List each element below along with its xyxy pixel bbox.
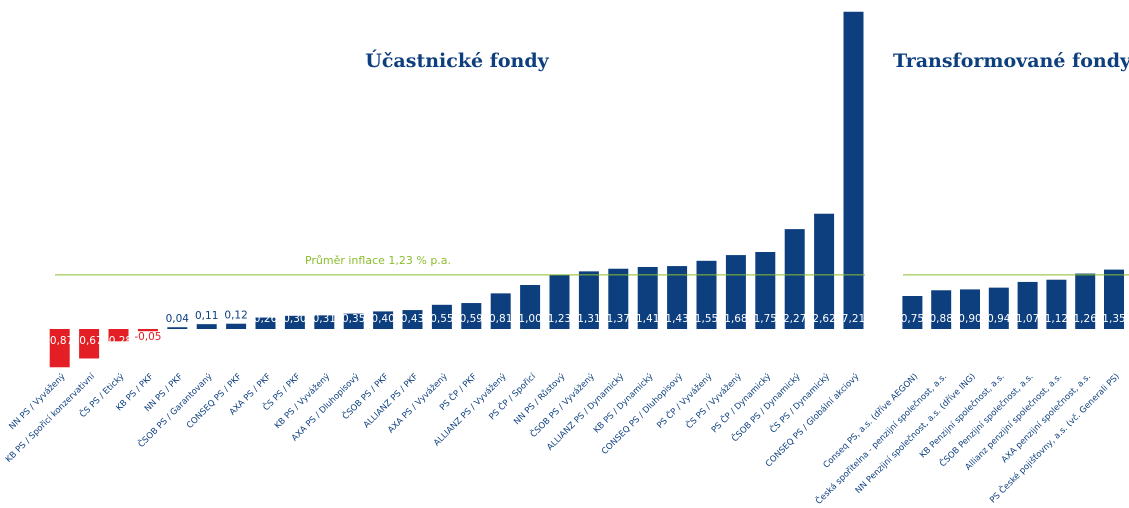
value-label: 1,43 xyxy=(665,313,688,325)
bar xyxy=(902,296,923,329)
bar xyxy=(284,315,305,329)
value-label: 0,43 xyxy=(401,313,424,325)
value-label: 0,55 xyxy=(430,313,453,325)
value-label: 0,88 xyxy=(930,313,953,325)
bar xyxy=(226,323,247,329)
value-label: 0,11 xyxy=(195,310,218,322)
bar xyxy=(490,293,511,329)
x-tick-label: PS České pojišťovny, a.s. (vč. Generali … xyxy=(987,370,1122,505)
value-label: 0,94 xyxy=(987,313,1011,325)
value-label: 2,62 xyxy=(812,313,835,325)
value-label: 0,12 xyxy=(224,310,247,322)
bar xyxy=(931,290,952,329)
bar xyxy=(167,327,188,329)
value-label: 2,27 xyxy=(783,313,806,325)
bar xyxy=(373,311,394,329)
value-label: 0,59 xyxy=(460,313,483,325)
value-label: 0,90 xyxy=(958,313,981,325)
value-label: 1,55 xyxy=(695,313,718,325)
bar xyxy=(814,213,835,329)
value-label: 1,75 xyxy=(754,313,777,325)
bar xyxy=(108,329,129,342)
bar xyxy=(988,287,1009,329)
value-label: 0,75 xyxy=(901,313,924,325)
bar xyxy=(843,11,864,329)
x-tick-label: CONSEQ PS / PKF xyxy=(185,372,244,431)
value-label: 1,23 xyxy=(548,313,571,325)
bar xyxy=(696,260,717,329)
x-tick-label: Česká spořitelna - penzijní společnost, … xyxy=(813,370,949,506)
value-label: 1,31 xyxy=(577,313,600,325)
chart-title: Účastnické fondy xyxy=(365,49,549,72)
value-label: 0,30 xyxy=(283,313,306,325)
bar xyxy=(314,315,335,329)
value-label: 1,12 xyxy=(1045,313,1068,325)
bar xyxy=(461,303,482,329)
bar xyxy=(608,268,629,329)
value-label: 1,35 xyxy=(1102,313,1125,325)
value-label: 0,40 xyxy=(371,313,394,325)
x-tick-label: NN PS / Růstový xyxy=(511,371,567,427)
bar xyxy=(784,229,805,329)
bar xyxy=(402,310,423,329)
value-label: 1,37 xyxy=(607,313,630,325)
bar xyxy=(549,274,570,329)
bar xyxy=(520,285,541,329)
bar xyxy=(1104,269,1124,329)
value-label: 0,31 xyxy=(313,313,336,325)
value-label: 0,04 xyxy=(166,313,190,325)
bar xyxy=(137,329,158,332)
value-label: -0,05 xyxy=(134,331,161,343)
x-tick-label: KB PS / Vyvážený xyxy=(273,372,332,431)
x-tick-label: NN Penzijní společnost, a.s. (dříve ING) xyxy=(853,371,978,496)
bar xyxy=(343,313,364,329)
value-label: 1,41 xyxy=(636,313,659,325)
value-label: -0,67 xyxy=(76,335,103,347)
value-label: 1,00 xyxy=(518,313,541,325)
bar xyxy=(637,266,658,329)
x-tick-label: ALLIANZ PS / PKF xyxy=(362,372,421,431)
value-label: 0,26 xyxy=(254,313,278,325)
bar xyxy=(960,289,980,329)
bar xyxy=(49,329,70,368)
value-label: 0,81 xyxy=(489,313,512,325)
value-label: 0,35 xyxy=(342,313,365,325)
bar xyxy=(578,271,599,329)
value-label: 1,07 xyxy=(1016,313,1039,325)
bar xyxy=(1046,279,1067,329)
chart-title: Transformované fondy xyxy=(893,50,1129,72)
value-label: -0,87 xyxy=(46,335,73,347)
bar xyxy=(431,304,452,329)
value-label: 7,21 xyxy=(842,313,865,325)
bar xyxy=(755,252,776,329)
bar xyxy=(667,266,688,329)
bar xyxy=(725,255,746,329)
bar xyxy=(1075,273,1096,329)
bar xyxy=(79,329,100,359)
bar xyxy=(255,317,276,329)
annotation: Průměr inflace 1,23 % p.a. xyxy=(305,254,451,267)
value-label: 1,26 xyxy=(1074,313,1098,325)
value-label: 1,68 xyxy=(724,313,747,325)
bar xyxy=(1017,281,1038,329)
bar xyxy=(196,324,217,329)
value-label: -0,28 xyxy=(105,335,132,347)
